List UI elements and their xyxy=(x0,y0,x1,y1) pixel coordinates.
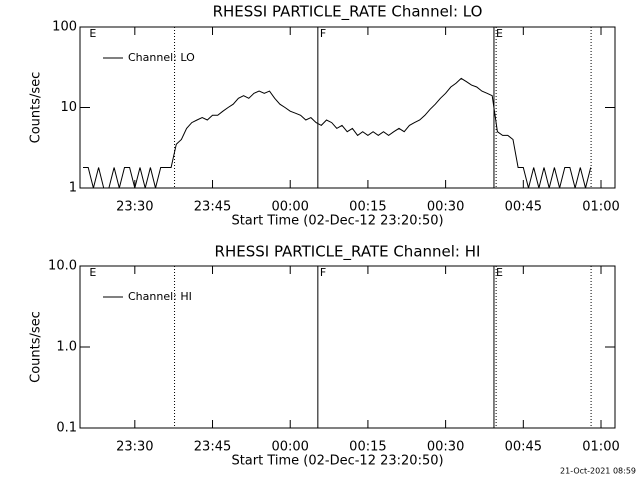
data-line xyxy=(83,77,592,189)
x-tick-label: 00:45 xyxy=(505,440,542,455)
x-tick-label: 23:30 xyxy=(116,200,153,215)
marker-label: E xyxy=(496,266,503,279)
y-tick-label: 1.0 xyxy=(56,340,77,355)
y-tick-label: 10.0 xyxy=(48,259,77,274)
x-tick-label: 00:45 xyxy=(505,200,542,215)
legend-label: Channel: HI xyxy=(128,290,192,303)
x-tick-label: 00:30 xyxy=(427,200,464,215)
footer-timestamp: 21-Oct-2021 08:59 xyxy=(560,467,636,476)
x-tick-label: 23:30 xyxy=(116,440,153,455)
chart-title: RHESSI PARTICLE_RATE Channel: HI xyxy=(215,243,481,262)
x-tick-label: 00:00 xyxy=(271,440,308,455)
y-tick-label: 0.1 xyxy=(56,421,77,436)
x-tick-label: 00:00 xyxy=(271,200,308,215)
y-axis-label: Counts/sec xyxy=(29,311,44,383)
y-tick-label: 10 xyxy=(60,100,77,115)
y-axis-label: Counts/sec xyxy=(29,72,44,144)
legend-label: Channel: LO xyxy=(128,51,195,64)
y-tick-label: 100 xyxy=(52,20,77,35)
marker-label: E xyxy=(89,27,96,40)
x-tick-label: 23:45 xyxy=(194,200,231,215)
y-tick-label: 1 xyxy=(69,181,77,196)
x-tick-label: 00:15 xyxy=(349,440,386,455)
chart-title: RHESSI PARTICLE_RATE Channel: LO xyxy=(213,3,483,22)
x-tick-label: 00:30 xyxy=(427,440,464,455)
x-tick-label: 01:00 xyxy=(582,440,619,455)
marker-label: F xyxy=(320,27,326,40)
marker-label: E xyxy=(89,266,96,279)
x-tick-label: 00:15 xyxy=(349,200,386,215)
x-axis-label: Start Time (02-Dec-12 23:20:50) xyxy=(231,454,443,469)
x-tick-label: 01:00 xyxy=(582,200,619,215)
x-axis-label: Start Time (02-Dec-12 23:20:50) xyxy=(231,214,443,229)
marker-label: E xyxy=(496,27,503,40)
x-tick-label: 23:45 xyxy=(194,440,231,455)
marker-label: F xyxy=(320,266,326,279)
